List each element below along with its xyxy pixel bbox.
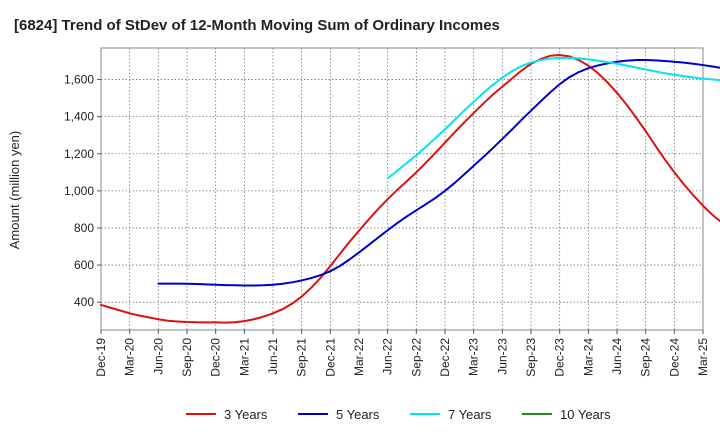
x-tick-label-11: Sep-22 — [409, 338, 423, 377]
y-axis-ticks: 400 600 800 1,000 1,200 1,400 1,600 — [64, 73, 101, 309]
y-tick-label-2: 800 — [74, 221, 94, 235]
x-tick-label-2: Jun-20 — [151, 338, 165, 375]
x-tick-label-6: Jun-21 — [266, 338, 280, 375]
legend-label-3-years: 3 Years — [224, 407, 268, 422]
x-tick-label-7: Sep-21 — [295, 338, 309, 377]
legend-label-10-years: 10 Years — [560, 407, 611, 422]
x-tick-label-5: Mar-21 — [237, 338, 251, 376]
y-tick-label-4: 1,200 — [64, 147, 94, 161]
series-lines — [100, 54, 720, 324]
x-tick-label-20: Dec-24 — [667, 338, 681, 377]
x-tick-label-1: Mar-20 — [123, 338, 137, 376]
x-tick-label-21: Mar-25 — [696, 338, 710, 376]
x-axis-ticks: Dec-19 Mar-20 Jun-20 Sep-20 Dec-20 Mar-21 Jun-… — [94, 330, 710, 377]
y-tick-label-5: 1,400 — [64, 110, 94, 124]
series-line-7-years — [386, 56, 720, 180]
x-tick-label-12: Dec-22 — [438, 338, 452, 377]
chart-title: [6824] Trend of StDev of 12-Month Moving… — [14, 17, 500, 34]
x-tick-label-16: Dec-23 — [553, 338, 567, 377]
plot-area — [100, 47, 704, 331]
legend-label-7-years: 7 Years — [448, 407, 492, 422]
y-axis-label: Amount (million yen) — [7, 131, 22, 250]
x-tick-label-17: Mar-24 — [581, 338, 595, 376]
x-tick-label-3: Sep-20 — [180, 338, 194, 377]
y-tick-label-3: 1,000 — [64, 184, 94, 198]
y-tick-label-6: 1,600 — [64, 73, 94, 87]
series-line-3-years — [100, 54, 720, 324]
x-tick-label-8: Dec-21 — [323, 338, 337, 377]
x-tick-label-10: Jun-22 — [381, 338, 395, 375]
x-tick-label-4: Dec-20 — [209, 338, 223, 377]
x-tick-label-19: Sep-24 — [639, 338, 653, 377]
legend-label-5-years: 5 Years — [336, 407, 380, 422]
grid-lines — [101, 48, 703, 330]
y-tick-label-1: 600 — [74, 258, 94, 272]
x-tick-label-18: Jun-24 — [610, 338, 624, 375]
x-tick-label-9: Mar-22 — [352, 338, 366, 376]
y-tick-label-0: 400 — [74, 295, 94, 309]
x-tick-label-15: Sep-23 — [524, 338, 538, 377]
x-tick-label-14: Jun-23 — [495, 338, 509, 375]
legend: 3 Years 5 Years 7 Years 10 Years — [186, 407, 611, 422]
x-tick-label-13: Mar-23 — [467, 338, 481, 376]
x-tick-label-0: Dec-19 — [94, 338, 108, 377]
series-line-5-years — [157, 59, 720, 287]
